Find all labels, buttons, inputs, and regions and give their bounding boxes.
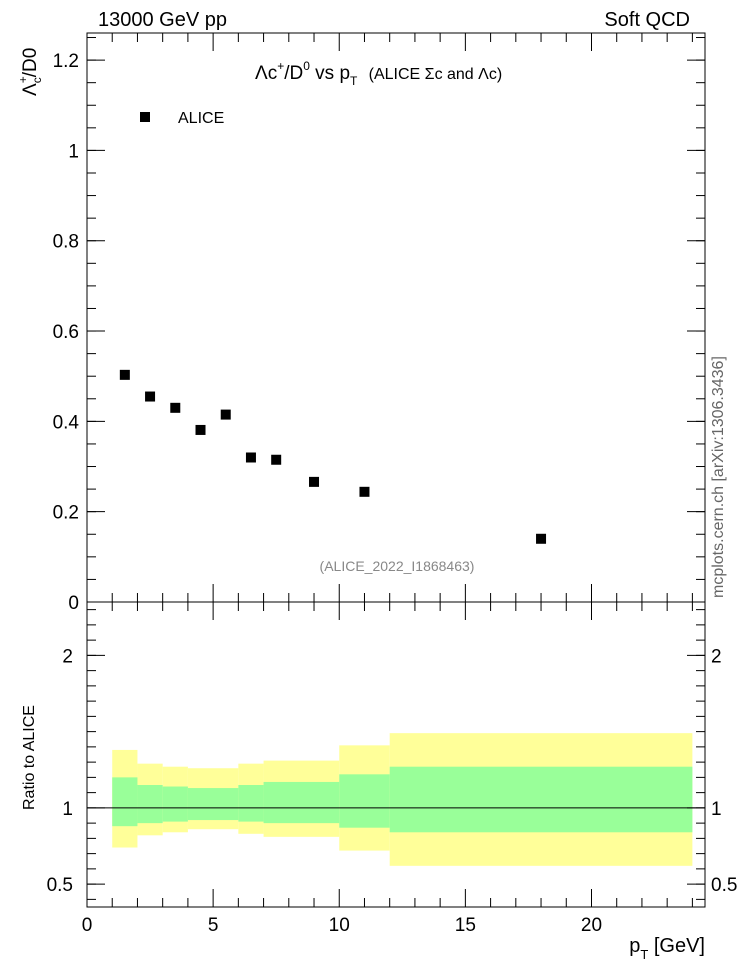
ratio-y-axis-label: Ratio to ALICE — [21, 705, 38, 810]
legend-label: ALICE — [178, 110, 224, 127]
data-point — [271, 454, 282, 465]
legend-marker — [140, 112, 150, 122]
x-tick-label: 20 — [581, 915, 602, 936]
x-tick-label: 0 — [82, 915, 93, 936]
main-y-axis-label: Λ+c/D0 — [16, 48, 44, 96]
y-tick-label: 0.4 — [53, 412, 80, 433]
main-title: Λc+/D0 vs pT (ALICE Σc and Λc) — [255, 59, 502, 90]
data-point — [195, 424, 206, 435]
inner-band — [187, 788, 239, 821]
inner-band — [137, 785, 163, 824]
ratio-y-tick-label-right: 2 — [711, 646, 722, 667]
data-point — [145, 391, 156, 402]
y-tick-label: 1 — [68, 141, 79, 162]
inner-band — [339, 774, 390, 828]
data-point — [220, 409, 231, 420]
ratio-y-tick-label-right: 0.5 — [711, 875, 737, 896]
inner-band — [162, 786, 188, 822]
reference-label: (ALICE_2022_I1868463) — [320, 558, 475, 574]
data-point — [309, 476, 320, 487]
ratio-y-tick-label: 2 — [62, 646, 73, 667]
x-tick-label: 15 — [455, 915, 476, 936]
y-tick-label: 0.8 — [53, 232, 79, 253]
x-axis-label: pT [GeV] — [629, 935, 705, 962]
data-point — [536, 533, 547, 544]
y-tick-label: 1.2 — [53, 51, 79, 72]
data-point — [119, 369, 130, 380]
ratio-y-tick-label: 0.5 — [47, 875, 73, 896]
ratio-plot-frame — [86, 601, 706, 908]
inner-band — [263, 781, 340, 824]
ratio-panel: 0.5 0.51 12 20 5 10 15 20 Ratio to ALICE pT [Ge… — [21, 601, 737, 962]
inner-band — [389, 766, 693, 833]
y-tick-label: 0.6 — [53, 322, 79, 343]
y-tick-label: 0 — [68, 593, 79, 614]
ratio-y-tick-label: 1 — [62, 799, 73, 820]
side-credit-label: mcplots.cern.ch [arXiv:1306.3436] — [710, 356, 727, 598]
data-point — [170, 402, 181, 413]
data-point — [359, 486, 370, 497]
inner-band — [238, 785, 264, 822]
energy-label: 13000 GeV pp — [98, 9, 227, 31]
process-label: Soft QCD — [604, 9, 690, 31]
inner-band — [112, 777, 138, 827]
main-panel: 0 0.2 0.4 0.6 0.8 1 1.2 Λc+/D0 vs pT (ALICE Σc… — [16, 32, 706, 614]
ratio-y-tick-label-right: 1 — [711, 799, 722, 820]
data-point — [245, 452, 256, 463]
y-tick-label: 0.2 — [53, 503, 79, 524]
x-tick-label: 5 — [208, 915, 219, 936]
x-tick-label: 10 — [329, 915, 350, 936]
